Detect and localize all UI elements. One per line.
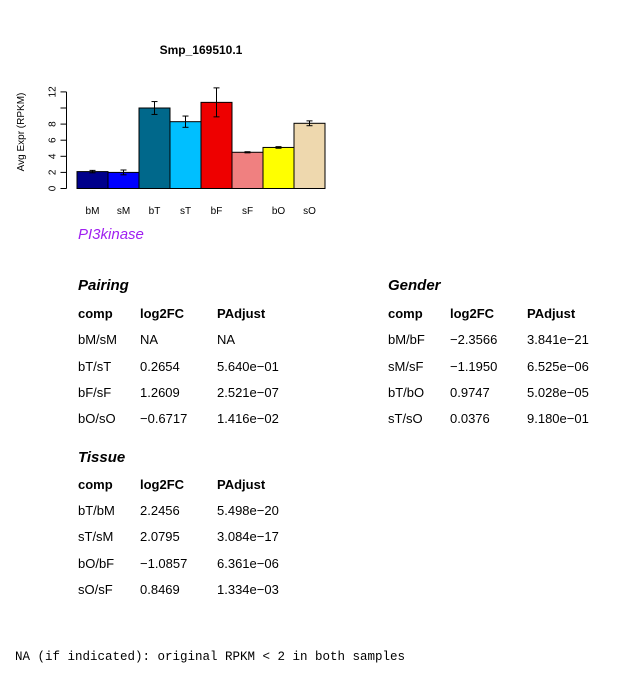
gender-header-padjust: PAdjust [527, 306, 576, 321]
error-bar-bF [213, 87, 220, 118]
tissue-row-4-comp: sO/sF [78, 582, 113, 597]
error-bar-sT [182, 115, 189, 128]
tissue-row-3-log2fc: −1.0857 [140, 556, 188, 571]
tissue-row-3-padjust: 6.361e−06 [217, 556, 279, 571]
tissue-row-3-comp: bO/bF [78, 556, 115, 571]
error-bar-bO [275, 146, 282, 149]
tissue-row-4-log2fc: 0.8469 [140, 582, 180, 597]
tissue-row-2-comp: sT/sM [78, 529, 114, 544]
error-bars [89, 87, 313, 176]
tissue-row-1-log2fc: 2.2456 [140, 503, 180, 518]
tissue-title: Tissue [78, 449, 126, 466]
pairing-row-2-comp: bT/sT [78, 359, 112, 374]
gender-row-2-log2fc: −1.1950 [450, 359, 498, 374]
footnote: NA (if indicated): original RPKM < 2 in … [15, 650, 406, 664]
error-bar-sF [244, 151, 251, 154]
gender-row-3-padjust: 5.028e−05 [527, 385, 589, 400]
pairing-row-1-padjust: NA [217, 332, 236, 347]
tissue-header-log2fc: log2FC [140, 477, 185, 492]
pairing-row-3-comp: bF/sF [78, 385, 112, 400]
pairing-row-4-comp: bO/sO [78, 411, 116, 426]
x-tick-label-sF: sF [242, 206, 253, 217]
pairing-row-3-padjust: 2.521e−07 [217, 385, 279, 400]
x-tick-label-bM: bM [86, 206, 100, 217]
pairing-row-2-padjust: 5.640e−01 [217, 359, 279, 374]
tissue-row-2-padjust: 3.084e−17 [217, 529, 279, 544]
gender-row-4-comp: sT/sO [388, 411, 423, 426]
pairing-row-4-padjust: 1.416e−02 [217, 411, 279, 426]
gender-header-log2fc: log2FC [450, 306, 495, 321]
gender-row-4-padjust: 9.180e−01 [527, 411, 589, 426]
gender-title: Gender [388, 277, 441, 294]
gender-row-3-comp: bT/bO [388, 385, 425, 400]
gender-row-2-comp: sM/sF [388, 359, 424, 374]
pairing-row-1-comp: bM/sM [78, 332, 117, 347]
tissue-row-2-log2fc: 2.0795 [140, 529, 180, 544]
y-axis: 0 2 4 6 8 12 [48, 86, 67, 191]
gender-row-4-log2fc: 0.0376 [450, 411, 490, 426]
pathway-label: PI3kinase [78, 226, 144, 243]
error-bar-bT [151, 101, 158, 115]
bars [76, 101, 326, 190]
gender-row-3-log2fc: 0.9747 [450, 385, 490, 400]
y-tick-label: 4 [48, 153, 59, 159]
tissue-row-1-comp: bT/bM [78, 503, 115, 518]
x-tick-label-bF: bF [211, 206, 223, 217]
pairing-row-2-log2fc: 0.2654 [140, 359, 180, 374]
pairing-title: Pairing [78, 277, 129, 294]
pairing-header-log2fc: log2FC [140, 306, 185, 321]
chart-title: Smp_169510.1 [160, 43, 243, 57]
bar-sT [169, 121, 202, 189]
bar-bO [262, 146, 295, 190]
gender-row-1-comp: bM/bF [388, 332, 425, 347]
pairing-header-comp: comp [78, 306, 113, 321]
error-bar-sM [120, 169, 127, 176]
x-tick-label-bT: bT [149, 206, 161, 217]
bar-sO [293, 122, 326, 189]
pairing-header-padjust: PAdjust [217, 306, 266, 321]
gender-header-comp: comp [388, 306, 423, 321]
bar-sF [231, 151, 264, 189]
x-tick-label-sT: sT [180, 206, 191, 217]
tissue-header-padjust: PAdjust [217, 477, 266, 492]
bar-bM [76, 171, 109, 190]
error-bar-sO [306, 120, 313, 127]
x-tick-label-sM: sM [117, 206, 130, 217]
y-tick-label: 2 [48, 169, 59, 175]
bar-chart: Smp_169510.1 Avg Expr (RPKM) 0 2 4 6 8 12 bM s… [16, 43, 326, 217]
y-tick-label: 0 [48, 185, 59, 191]
gender-row-1-padjust: 3.841e−21 [527, 332, 589, 347]
tissue-row-1-padjust: 5.498e−20 [217, 503, 279, 518]
tissue-header-comp: comp [78, 477, 113, 492]
x-tick-label-sO: sO [303, 206, 316, 217]
gender-row-1-log2fc: −2.3566 [450, 332, 498, 347]
y-tick-label: 12 [48, 86, 59, 98]
y-axis-label: Avg Expr (RPKM) [16, 93, 27, 172]
y-tick-label: 6 [48, 137, 59, 143]
error-bar-bM [89, 169, 96, 174]
tissue-row-4-padjust: 1.334e−03 [217, 582, 279, 597]
bar-bT [138, 107, 171, 189]
y-tick-label: 8 [48, 121, 59, 127]
gender-row-2-padjust: 6.525e−06 [527, 359, 589, 374]
x-tick-labels: bM sM bT sT bF sF bO sO [86, 206, 317, 217]
pairing-row-3-log2fc: 1.2609 [140, 385, 180, 400]
pairing-row-1-log2fc: NA [140, 332, 159, 347]
pairing-row-4-log2fc: −0.6717 [140, 411, 188, 426]
x-tick-label-bO: bO [272, 206, 286, 217]
